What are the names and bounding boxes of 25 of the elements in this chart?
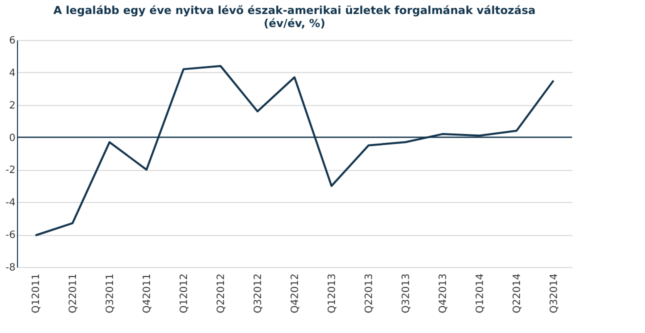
- x-tick-label: Q12014: [475, 274, 486, 314]
- x-tick-label: Q12011: [31, 274, 42, 314]
- x-tick-label: Q12012: [179, 274, 190, 314]
- x-tick-label: Q42012: [290, 274, 301, 314]
- x-tick-label: Q22011: [68, 274, 79, 314]
- x-tick-label: Q12013: [327, 274, 338, 314]
- x-tick-label: Q32013: [401, 274, 412, 314]
- y-tick-label: 6: [9, 36, 16, 46]
- x-tick-label: Q22014: [512, 274, 523, 314]
- x-tick-label: Q42011: [142, 274, 153, 314]
- x-tick-label: Q32011: [105, 274, 116, 314]
- y-tick-label: 4: [9, 68, 16, 79]
- y-tick-label: -6: [6, 230, 16, 242]
- x-tick-label: Q22012: [216, 274, 227, 314]
- y-tick-label: -2: [6, 165, 16, 176]
- text: A legalább egy éve nyitva lévő észak-amerikai üzletek forgalmának változása: [53, 4, 536, 17]
- text: (év/év, %): [264, 17, 326, 30]
- x-tick-label: Q32014: [549, 274, 560, 314]
- x-tick-label: Q42013: [438, 274, 449, 314]
- x-tick-label: Q22013: [364, 274, 375, 314]
- y-tick-label: 2: [9, 100, 16, 112]
- y-tick-label: -4: [6, 198, 16, 209]
- y-tick-label: -8: [6, 262, 16, 274]
- x-tick-label: Q32012: [253, 274, 264, 314]
- y-tick-label: 0: [9, 132, 16, 144]
